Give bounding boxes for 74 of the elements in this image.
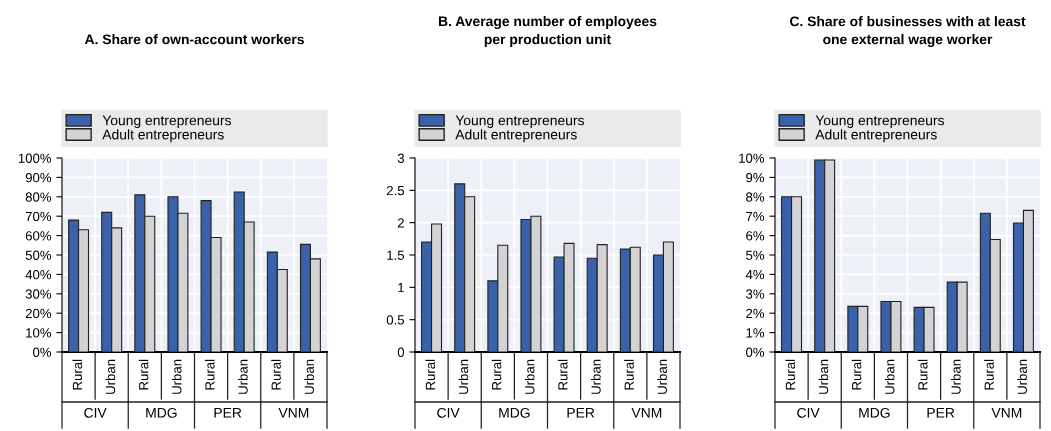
text: MDG: [859, 407, 890, 418]
x-tick-label: Urban: [238, 359, 248, 394]
x-tick-label: Urban: [818, 359, 829, 394]
y-tick-label: 70%: [25, 211, 52, 222]
legend-label: Adult entrepreneurs: [102, 129, 224, 143]
x-tick-label: Rural: [204, 359, 215, 390]
x-tick-label: Urban: [524, 359, 535, 394]
text: CIV: [437, 407, 460, 418]
x-tick-label: Urban: [591, 359, 601, 394]
y-tick-label: 0%: [746, 347, 765, 357]
text: MDG: [499, 407, 530, 418]
y-tick-label: 7%: [746, 211, 765, 222]
x-tick-label: Urban: [171, 359, 182, 394]
y-tick-label: 1: [398, 283, 404, 293]
chart-title: A. Share of own-account workers: [84, 34, 304, 45]
legend-label: Adult entrepreneurs: [455, 129, 577, 143]
x-tick-label: Rural: [271, 359, 281, 390]
x-tick-label: Urban: [951, 359, 961, 394]
x-tick-label: Urban: [304, 359, 314, 394]
y-tick-label: 40%: [25, 269, 52, 280]
y-tick-label: 30%: [25, 289, 52, 299]
text: MDG: [146, 407, 177, 418]
x-tick-label: Rural: [984, 359, 994, 390]
y-tick-label: 100%: [18, 153, 52, 163]
x-tick-label: Urban: [458, 359, 469, 394]
text: CIV: [84, 407, 107, 418]
legend-label: Adult entrepreneurs: [815, 129, 937, 143]
legend-label: Young entrepreneurs: [102, 115, 231, 129]
y-tick-label: 2.5: [386, 185, 405, 196]
y-tick-label: 0.5: [386, 315, 405, 325]
x-tick-label: Rural: [917, 359, 928, 390]
x-tick-label: Rural: [785, 359, 796, 390]
legend-label: Young entrepreneurs: [455, 115, 584, 129]
text: VNM: [631, 408, 662, 418]
x-tick-label: Rural: [425, 359, 436, 390]
y-tick-label: 10%: [26, 328, 52, 338]
y-tick-label: 20%: [25, 308, 52, 319]
y-tick-label: 10%: [739, 153, 765, 163]
y-tick-label: 1%: [746, 328, 765, 338]
x-tick-label: Urban: [657, 359, 667, 394]
x-tick-label: Urban: [1017, 359, 1027, 394]
chart-title: C. Share of businesses with at least one external wage worker: [789, 16, 1026, 48]
y-tick-label: 50%: [25, 250, 52, 260]
y-tick-label: 2%: [746, 308, 765, 319]
x-tick-label: Rural: [851, 359, 862, 390]
y-tick-label: 5%: [746, 250, 765, 260]
text: PER: [214, 408, 242, 418]
y-tick-label: 0: [397, 347, 405, 357]
text: CIV: [797, 407, 820, 418]
text: PER: [567, 408, 595, 418]
chart-title: B. Average number of employees per production unit: [438, 16, 657, 47]
text: PER: [927, 408, 955, 418]
x-tick-label: Rural: [557, 359, 568, 390]
y-tick-label: 9%: [746, 172, 765, 183]
y-tick-label: 3: [397, 153, 404, 163]
y-tick-label: 60%: [25, 231, 52, 241]
x-tick-label: Rural: [138, 359, 149, 390]
y-tick-label: 0%: [33, 347, 52, 357]
x-tick-label: Rural: [491, 359, 502, 390]
text: VNM: [991, 408, 1022, 418]
legend-label: Young entrepreneurs: [815, 115, 944, 129]
y-tick-label: 6%: [746, 231, 765, 241]
y-tick-label: 80%: [25, 192, 52, 202]
y-tick-label: 8%: [746, 192, 765, 202]
text: VNM: [278, 408, 309, 418]
y-tick-label: 90%: [25, 172, 52, 183]
x-tick-label: Urban: [884, 359, 895, 394]
y-tick-label: 3%: [746, 289, 765, 299]
x-tick-label: Rural: [72, 359, 83, 390]
y-tick-label: 4%: [745, 270, 765, 280]
x-tick-label: Rural: [624, 359, 634, 390]
x-tick-label: Urban: [105, 359, 116, 394]
y-tick-label: 2: [397, 218, 404, 228]
y-tick-label: 1.5: [387, 250, 405, 260]
